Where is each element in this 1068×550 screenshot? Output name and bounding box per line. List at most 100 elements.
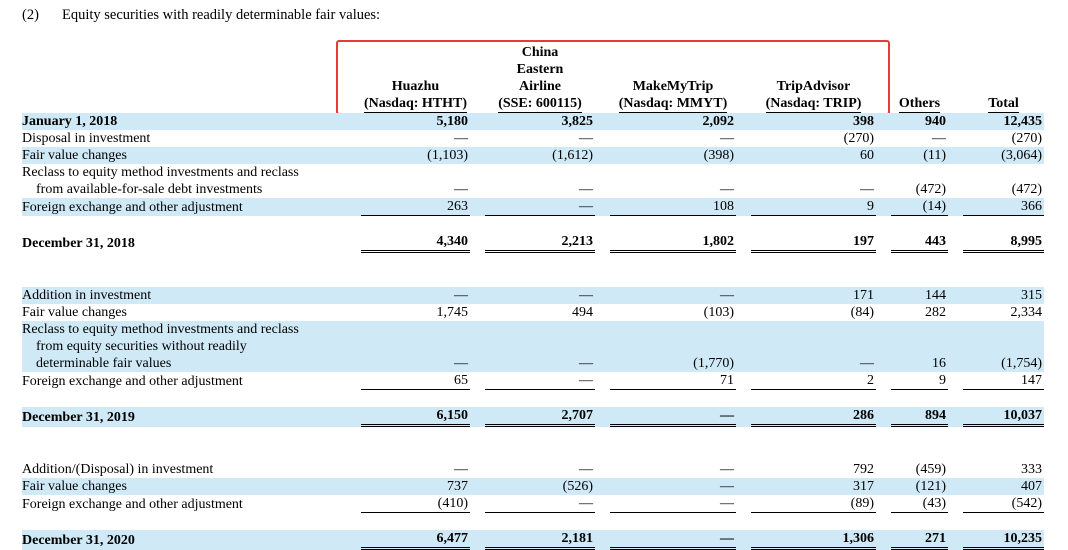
table-cell: 894 — [891, 407, 948, 427]
table-cell: 398 — [751, 113, 876, 130]
row-label: December 31, 2018 — [22, 235, 135, 251]
table-cell: 8,995 — [963, 233, 1044, 253]
col-header-tripadvisor: TripAdvisor (Nasdaq: TRIP) — [765, 79, 862, 113]
row-label: Reclass to equity method investments and… — [22, 321, 336, 338]
spacer-row — [22, 513, 1044, 530]
col-header-total: Total — [988, 96, 1019, 113]
table-cell: (11) — [891, 147, 948, 164]
table-cell: 366 — [963, 198, 1044, 216]
table-cell: — — [610, 530, 736, 550]
col-header-china-eastern: China Eastern Airline (SSE: 600115) — [498, 45, 582, 113]
table-cell: 792 — [853, 462, 874, 477]
caption-number: (2) — [22, 7, 39, 23]
table-cell: 10,037 — [963, 407, 1044, 427]
table-cell: (1,770) — [610, 355, 736, 372]
table-cell: 315 — [963, 287, 1044, 304]
table-cell — [361, 321, 470, 338]
table-cell: 494 — [572, 305, 593, 320]
table-cell: 6,150 — [361, 407, 470, 427]
table-cell: — — [720, 462, 734, 477]
spacer-row — [22, 253, 1044, 270]
table-cell — [963, 338, 1044, 355]
table-cell — [751, 321, 876, 338]
table-cell: 940 — [891, 113, 948, 130]
row-label: from available-for-sale debt investments — [36, 182, 263, 197]
table-cell: 6,477 — [361, 530, 470, 550]
col-header-others: Others — [898, 96, 941, 113]
table-row: December 31, 2020 6,477 2,181 — 1,306 271 10,2… — [22, 530, 1044, 550]
table-cell: 16 — [891, 355, 948, 372]
table-cell: — — [720, 182, 734, 197]
spacer-row — [22, 390, 1044, 407]
table-cell: (398) — [610, 147, 736, 164]
table-cell: 737 — [361, 478, 470, 495]
table-cell: (3,064) — [963, 147, 1044, 164]
table-cell — [610, 321, 736, 338]
table-cell: 2 — [751, 372, 876, 390]
table-cell: — — [361, 355, 470, 372]
table-cell: — — [751, 355, 876, 372]
table-cell: 2,334 — [1010, 305, 1043, 320]
table-cell: — — [860, 182, 874, 197]
table-cell: 144 — [891, 287, 948, 304]
caption-title: Equity securities with readily determina… — [62, 7, 381, 23]
table-cell: 171 — [751, 287, 876, 304]
row-label: Foreign exchange and other adjustment — [22, 373, 243, 389]
table-cell — [610, 164, 736, 181]
table-cell: 60 — [751, 147, 876, 164]
table-cell — [361, 338, 470, 355]
table-cell: 197 — [751, 233, 876, 253]
table-cell: — — [610, 407, 736, 427]
table-cell: 2,092 — [610, 113, 736, 130]
table-cell: — — [610, 495, 736, 513]
table-cell: (89) — [751, 495, 876, 513]
table-cell: — — [720, 131, 734, 146]
table-cell: 65 — [361, 372, 470, 390]
table-cell: 282 — [925, 305, 946, 320]
table-row: Fair value changes 737 (526) — 317 (121) 407 — [22, 478, 1044, 495]
table-cell: 2,181 — [485, 530, 595, 550]
table-cell: (43) — [891, 495, 948, 513]
row-label: Addition in investment — [22, 287, 336, 304]
table-cell: — — [485, 198, 595, 216]
col-header-huazhu: Huazhu (Nasdaq: HTHT) — [363, 79, 468, 113]
table-caption: (2) Equity securities with readily determ… — [22, 7, 380, 24]
row-label: Disposal in investment — [22, 131, 151, 146]
table-cell — [751, 164, 876, 181]
table-cell: — — [579, 182, 593, 197]
table-cell — [361, 164, 470, 181]
table-cell: 147 — [963, 372, 1044, 390]
row-label: from equity securities without readily — [22, 338, 336, 355]
table-cell: — — [610, 478, 736, 495]
table-row: Foreign exchange and other adjustment 263… — [22, 198, 1044, 216]
col-header-makemytrip: MakeMyTrip (Nasdaq: MMYT) — [618, 79, 728, 113]
table-cell: (410) — [361, 495, 470, 513]
table-row: Fair value changes (1,103) (1,612) (398) 60 (… — [22, 147, 1044, 164]
table-cell: 9 — [751, 198, 876, 216]
spacer-row — [22, 427, 1044, 444]
table-cell: — — [932, 131, 946, 146]
row-label: Fair value changes — [22, 305, 127, 320]
table-row: December 31, 2018 4,340 2,213 1,802 197 443 8,… — [22, 233, 1044, 253]
table-cell: — — [454, 131, 468, 146]
table-cell: — — [454, 182, 468, 197]
table-cell: (1,612) — [485, 147, 595, 164]
table-cell — [891, 164, 948, 181]
table-cell: 1,745 — [436, 305, 469, 320]
table-cell: 4,340 — [361, 233, 470, 253]
table-cell: — — [361, 287, 470, 304]
row-label: January 1, 2018 — [22, 113, 336, 130]
table-cell — [485, 164, 595, 181]
table-cell: 108 — [610, 198, 736, 216]
fair-value-table: Huazhu (Nasdaq: HTHT) China Eastern Airline… — [22, 44, 1044, 550]
table-row: January 1, 2018 5,180 3,825 2,092 398 940 12,4… — [22, 113, 1044, 130]
table-row: Disposal in investment — — — (270) — (270) — [22, 130, 1044, 147]
row-label: Addition/(Disposal) in investment — [22, 462, 214, 477]
table-cell — [963, 164, 1044, 181]
table-cell: 3,825 — [485, 113, 595, 130]
table-cell: (103) — [703, 305, 734, 320]
table-cell — [891, 338, 948, 355]
spacer-row — [22, 270, 1044, 287]
row-label: Fair value changes — [22, 147, 336, 164]
table-cell: (84) — [850, 305, 874, 320]
